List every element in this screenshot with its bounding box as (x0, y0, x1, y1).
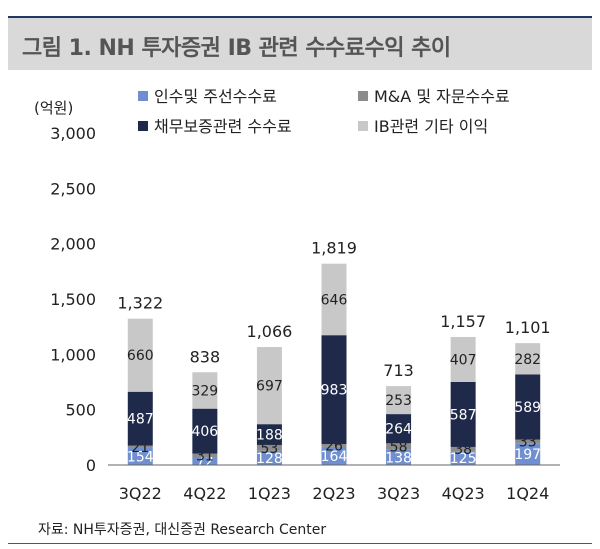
total-value-label: 713 (383, 361, 414, 380)
x-tick-label: 2Q23 (312, 484, 355, 503)
legend-swatch (358, 121, 368, 131)
segment-value-label: 406 (191, 424, 218, 440)
bar-segment (450, 446, 476, 452)
legend-swatch (138, 121, 148, 131)
legend-label: M&A 및 자문수수료 (374, 87, 510, 106)
x-tick-label: 3Q22 (119, 484, 162, 503)
legend-label: 채무보증관련 수수료 (154, 117, 292, 136)
title-band (8, 18, 592, 70)
bar-segment (321, 335, 347, 444)
bar-segment (192, 453, 218, 458)
bars: 154214876601,322723140632983812853188697… (117, 239, 550, 470)
y-unit-label: (억원) (34, 99, 73, 117)
segment-value-label: 646 (321, 292, 348, 308)
bar-segment (450, 336, 476, 382)
segment-value-label: 697 (256, 379, 283, 395)
y-tick-label: 500 (65, 401, 96, 420)
bar-segment (515, 343, 541, 375)
x-tick-label: 4Q23 (442, 484, 485, 503)
bar-segment (515, 439, 541, 444)
segment-value-label: 125 (450, 451, 477, 467)
bar-segment (515, 374, 541, 440)
bar-segment (256, 450, 282, 465)
total-value-label: 1,157 (440, 312, 486, 331)
bar-segment (321, 443, 347, 447)
segment-value-label: 487 (127, 412, 154, 428)
bar-segment (321, 446, 347, 465)
segment-value-label: 58 (390, 440, 408, 456)
legend-label: 인수및 주선수수료 (154, 87, 277, 106)
bar-segment (192, 408, 218, 454)
bar-segment (450, 382, 476, 447)
segment-value-label: 587 (450, 407, 477, 423)
y-tick-label: 1,000 (50, 345, 96, 364)
bar-segment (127, 447, 153, 465)
bar-segment (515, 443, 541, 465)
bar-segment (386, 443, 412, 450)
segment-value-label: 329 (191, 383, 218, 399)
source-note: 자료: NH투자증권, 대신증권 Research Center (38, 522, 327, 538)
segment-value-label: 589 (514, 400, 541, 416)
bar-segment (192, 457, 218, 465)
x-tick-label: 1Q24 (506, 484, 549, 503)
bar-segment (192, 372, 218, 409)
y-tick-label: 0 (86, 456, 96, 475)
bar-segment (450, 451, 476, 465)
segment-value-label: 188 (256, 428, 283, 444)
bar-segment (127, 445, 153, 448)
bar-segment (386, 386, 412, 415)
y-axis: 0 500 1,000 1,500 2,000 2,500 3,000 (50, 124, 96, 475)
legend-label: IB관련 기타 이익 (374, 117, 488, 136)
bar-segment (127, 318, 153, 392)
y-tick-label: 2,500 (50, 179, 96, 198)
title-top-rule (8, 16, 592, 18)
bar-segment (256, 424, 282, 445)
figure-title: 그림 1. NH 투자증권 IB 관련 수수료수익 추이 (22, 36, 451, 61)
segment-value-label: 72 (196, 454, 214, 470)
y-tick-label: 2,000 (50, 235, 96, 254)
segment-value-label: 282 (514, 352, 541, 368)
y-tick-label: 3,000 (50, 124, 96, 143)
total-value-label: 1,322 (117, 294, 163, 313)
x-tick-label: 3Q23 (377, 484, 420, 503)
total-value-label: 1,066 (247, 322, 293, 341)
segment-value-label: 154 (127, 449, 154, 465)
y-tick-label: 1,500 (50, 290, 96, 309)
bar-segment (256, 444, 282, 451)
bar-segment (386, 414, 412, 444)
segment-value-label: 264 (385, 422, 412, 438)
bar-segment (386, 449, 412, 465)
total-value-label: 1,101 (505, 318, 551, 337)
segment-value-label: 983 (321, 383, 348, 399)
legend-swatch (138, 91, 148, 101)
segment-value-label: 197 (514, 447, 541, 463)
bottom-rule (8, 543, 592, 544)
total-value-label: 1,819 (311, 239, 357, 258)
segment-value-label: 407 (450, 352, 477, 368)
segment-value-label: 164 (321, 449, 348, 465)
x-axis: 3Q22 4Q22 1Q23 2Q23 3Q23 4Q23 1Q24 (108, 464, 560, 503)
legend-swatch (358, 91, 368, 101)
segment-value-label: 253 (385, 393, 412, 409)
segment-value-label: 138 (385, 450, 412, 466)
bar-segment (127, 391, 153, 446)
bar-segment (256, 347, 282, 425)
x-tick-label: 1Q23 (248, 484, 291, 503)
segment-value-label: 660 (127, 348, 154, 364)
total-value-label: 838 (190, 347, 221, 366)
x-tick-label: 4Q22 (183, 484, 226, 503)
segment-value-label: 128 (256, 451, 283, 467)
bar-segment (321, 263, 347, 336)
